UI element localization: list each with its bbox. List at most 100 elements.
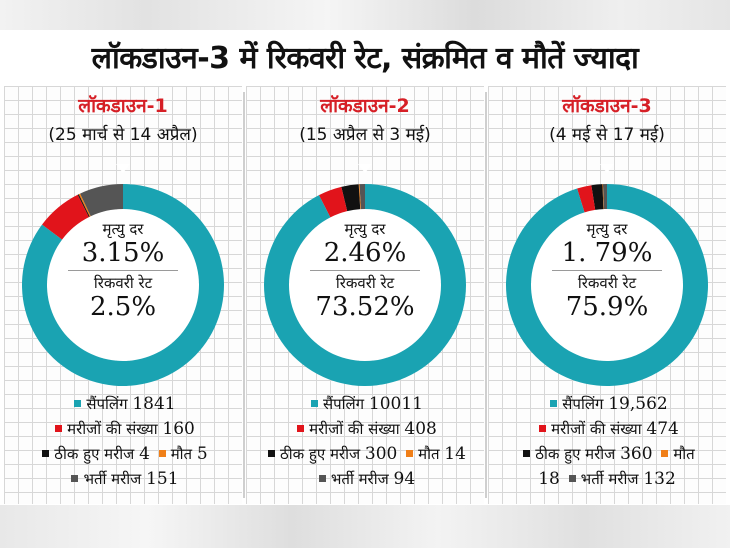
recovered-slice [77,194,90,218]
pointer-caret [600,164,614,173]
legend-label: मौत [418,445,440,463]
legend-row: 18 भर्ती मरीज 132 [492,467,722,492]
legend-row: भर्ती मरीज 151 [8,467,238,492]
legend-value: 474 [646,419,679,439]
patients-slice [318,186,348,218]
admitted-swatch [568,475,576,482]
legend-value: 1841 [132,394,176,414]
recovered-swatch [523,450,531,457]
legend-label: मरीजों की संख्या [67,420,158,438]
panel-divider [243,92,245,498]
donut-hole [47,209,199,361]
legend: सैंपलिंग 19,562 मरीजों की संख्या 474 ठीक… [492,392,722,492]
sampling-swatch [310,400,318,407]
legend-value: 19,562 [608,394,668,414]
panel-title: लॉकडाउन-1 [78,95,168,117]
legend-label: ठीक हुए मरीज [535,445,616,463]
legend-row: सैंपलिंग 1841 [8,392,238,417]
panel-dates: (25 मार्च से 14 अप्रैल) [48,125,198,145]
deaths-slice [602,184,604,210]
pointer-caret [116,164,130,173]
legend-row: सैंपलिंग 10011 [250,392,480,417]
center-divider [68,270,178,271]
legend-row: सैंपलिंग 19,562 [492,392,722,417]
recovery-rate-label: रिकवरी रेट [93,274,153,292]
recovery-rate-value: 73.52% [315,292,415,322]
legend-value: 160 [162,419,195,439]
legend-value: 94 [393,469,416,489]
legend-row: ठीक हुए मरीज 4 मौत 5 [8,442,238,467]
legend-label: भर्ती मरीज [330,470,389,488]
donut-hole [289,209,441,361]
recovered-slice [341,184,361,212]
donut-chart [21,184,225,386]
patients-swatch [55,425,63,432]
recovery-rate-label: रिकवरी रेट [335,274,395,292]
legend-label: ठीक हुए मरीज [54,445,135,463]
panel-title: लॉकडाउन-3 [562,95,652,117]
admitted-slice [359,184,365,210]
sampling-swatch [74,400,82,407]
death-rate-label: मृत्यु दर [586,220,628,238]
recovery-rate-value: 2.5% [89,292,157,322]
donut-center: मृत्यु दर 3.15% रिकवरी रेट 2.5% [43,220,203,322]
deaths-slice [358,184,361,210]
legend-row: भर्ती मरीज 94 [250,467,480,492]
admitted-slice [80,184,123,217]
patients-slice [577,185,596,213]
recovered-slice [591,184,604,210]
lockdown-1-panel: लॉकडाउन-1 (25 मार्च से 14 अप्रैल) मृत्यु… [4,86,242,504]
blurred-bottom-strip [0,505,730,548]
donut-center: मृत्यु दर 1. 79% रिकवरी रेट 75.9% [527,220,687,322]
donut-chart [263,184,466,386]
legend-value: 360 [620,444,653,464]
admitted-swatch [71,475,79,482]
legend-label: सैंपलिंग [322,395,365,413]
deaths-slice [78,193,91,217]
legend-label: भर्ती मरीज [580,470,639,488]
patients-swatch [539,425,547,432]
death-rate-value: 3.15% [81,238,165,268]
pointer-caret [358,164,372,173]
legend-row: मरीजों की संख्या 474 [492,417,722,442]
donut-hole [531,209,683,361]
death-rate-label: मृत्यु दर [102,220,144,238]
legend-label: मरीजों की संख्या [551,420,642,438]
recovery-rate-value: 75.9% [565,292,649,322]
legend-label: मौत [673,445,695,463]
legend-row: मरीजों की संख्या 408 [250,417,480,442]
legend-value: 151 [146,469,179,489]
donut-center: मृत्यु दर 2.46% रिकवरी रेट 73.52% [285,220,445,322]
death-rate-value: 1. 79% [561,238,653,268]
legend-row: ठीक हुए मरीज 360 मौत [492,442,722,467]
recovery-rate-label: रिकवरी रेट [577,274,637,292]
legend-row: ठीक हुए मरीज 300 मौत 14 [250,442,480,467]
legend-label: सैंपलिंग [562,395,604,413]
panel-dates: (4 मई से 17 मई) [549,125,665,145]
blurred-top-strip [0,0,730,30]
legend-value: 10011 [368,394,424,414]
legend-value: 300 [364,444,398,464]
deaths-swatch [661,450,669,457]
death-rate-value: 2.46% [323,238,407,268]
legend-label: भर्ती मरीज [83,470,142,488]
legend: सैंपलिंग 10011 मरीजों की संख्या 408 ठीक … [250,392,480,492]
legend-label: सैंपलिंग [86,395,128,413]
legend-label: मौत [170,445,193,463]
legend-value: 132 [643,469,676,489]
legend-value: 14 [444,444,466,464]
death-rate-label: मृत्यु दर [344,220,386,238]
admitted-slice [602,184,607,210]
patients-slice [42,194,89,240]
legend: सैंपलिंग 1841 मरीजों की संख्या 160 ठीक ह… [8,392,238,492]
patients-swatch [297,425,305,432]
sampling-swatch [550,400,558,407]
panel-title: लॉकडाउन-2 [320,95,410,117]
legend-label: मरीजों की संख्या [309,420,400,438]
deaths-swatch [158,450,166,457]
legend-value: 18 [538,469,560,489]
panel-divider [485,92,487,498]
recovered-swatch [42,450,50,457]
donut-chart [506,184,708,386]
legend-value: 408 [404,419,437,439]
